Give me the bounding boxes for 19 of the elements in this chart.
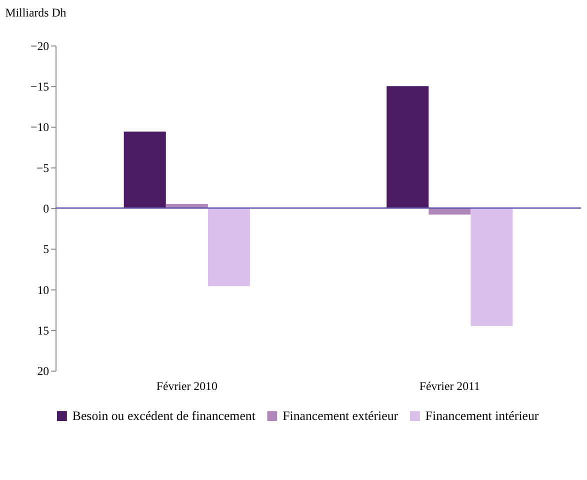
bar [208,208,250,286]
y-tick-label: −20 [30,38,50,53]
y-tick-label: −5 [36,160,50,175]
y-tick-label: 5 [43,242,50,256]
y-tick-label: 0 [43,202,50,216]
y-axis-title: Milliards Dh [5,6,66,20]
y-tick-label: 10 [37,282,50,297]
legend-label: Financement intérieur [425,409,540,424]
y-tick-label: −15 [30,80,50,94]
x-tick-label: Février 2011 [419,379,480,394]
bar [386,86,429,208]
legend-label: Besoin ou excédent de financement [72,409,256,424]
y-tick-label: 15 [37,323,50,338]
bar [124,132,166,208]
bar [470,208,513,326]
y-tick-label: 20 [37,364,50,378]
y-tick-label: −10 [30,120,50,134]
x-tick-label: Février 2010 [156,379,218,394]
legend-label: Financement extérieur [282,409,399,424]
